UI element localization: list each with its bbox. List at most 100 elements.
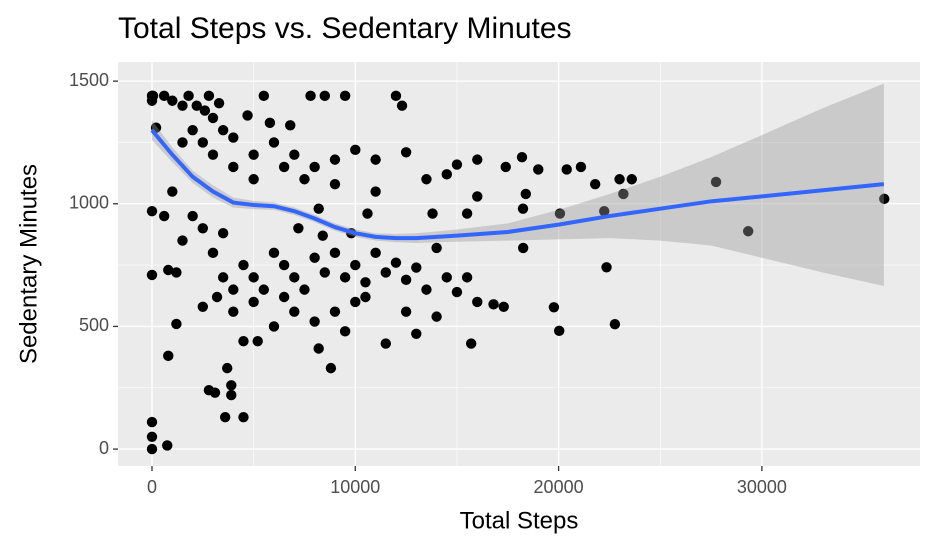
point — [167, 95, 178, 106]
point — [589, 178, 601, 190]
point — [465, 338, 477, 349]
point — [427, 208, 438, 219]
point — [360, 291, 371, 303]
point — [339, 326, 351, 337]
point — [421, 174, 432, 185]
smooth-line — [150, 128, 885, 241]
point — [248, 272, 259, 283]
point — [278, 259, 290, 271]
point — [268, 137, 280, 148]
point — [191, 100, 202, 111]
point — [313, 203, 324, 214]
point — [228, 306, 239, 317]
point — [289, 272, 300, 283]
point — [187, 210, 198, 222]
point — [177, 137, 188, 148]
point — [400, 306, 412, 317]
point — [431, 311, 442, 322]
point — [258, 284, 270, 295]
point — [268, 247, 280, 259]
point — [299, 284, 310, 295]
point — [380, 267, 391, 278]
point — [158, 210, 170, 222]
point — [248, 149, 259, 160]
point — [228, 132, 239, 143]
point — [228, 284, 239, 295]
point — [146, 416, 158, 428]
point — [242, 110, 253, 121]
point — [305, 90, 316, 102]
point — [203, 90, 215, 102]
point — [441, 272, 452, 283]
point — [289, 149, 300, 160]
point — [258, 90, 270, 102]
y-axis-title: Sedentary Minutes — [15, 164, 42, 364]
point — [742, 226, 754, 237]
point — [248, 296, 259, 308]
point — [211, 291, 223, 303]
point — [278, 291, 290, 303]
point — [146, 205, 158, 217]
point — [498, 301, 509, 313]
point — [183, 90, 194, 102]
point — [199, 105, 211, 116]
point — [461, 272, 473, 283]
point — [618, 188, 629, 200]
x-axis-title: Total Steps — [460, 507, 579, 534]
point — [238, 411, 249, 423]
point — [197, 137, 209, 148]
point — [163, 350, 174, 362]
point — [162, 440, 173, 451]
point — [213, 98, 225, 109]
point — [517, 203, 529, 214]
point — [362, 208, 373, 219]
point — [207, 247, 219, 259]
point — [390, 257, 402, 268]
point — [309, 252, 320, 263]
point — [317, 230, 328, 241]
point — [293, 223, 304, 234]
point — [329, 154, 341, 165]
point — [222, 362, 233, 374]
point — [329, 178, 341, 190]
point — [488, 299, 499, 310]
point — [461, 208, 473, 219]
point — [207, 149, 219, 160]
panel — [118, 62, 920, 466]
point — [325, 362, 337, 374]
point — [219, 411, 231, 423]
point — [411, 328, 422, 339]
point — [380, 338, 391, 349]
point — [626, 174, 637, 185]
point — [431, 242, 442, 254]
point — [561, 164, 572, 175]
point — [516, 151, 528, 163]
point — [163, 264, 174, 276]
point — [609, 319, 621, 330]
point — [350, 296, 361, 308]
point — [370, 154, 381, 165]
point — [226, 380, 237, 391]
point — [248, 174, 259, 185]
point — [238, 335, 249, 347]
point — [203, 385, 215, 396]
point — [268, 321, 280, 332]
point — [390, 90, 402, 102]
point — [299, 174, 310, 185]
confidence-band — [151, 83, 884, 286]
chart-title: Total Steps vs. Sedentary Minutes — [118, 12, 572, 45]
x-tick-label: 20000 — [534, 477, 584, 497]
point — [370, 247, 381, 259]
point — [350, 259, 361, 271]
point — [614, 174, 625, 185]
point — [238, 259, 249, 271]
point — [451, 159, 463, 170]
point — [441, 169, 452, 180]
point — [278, 161, 290, 173]
point — [309, 161, 320, 173]
point — [520, 188, 532, 200]
point — [146, 95, 158, 106]
point — [171, 267, 182, 278]
point — [309, 316, 320, 327]
